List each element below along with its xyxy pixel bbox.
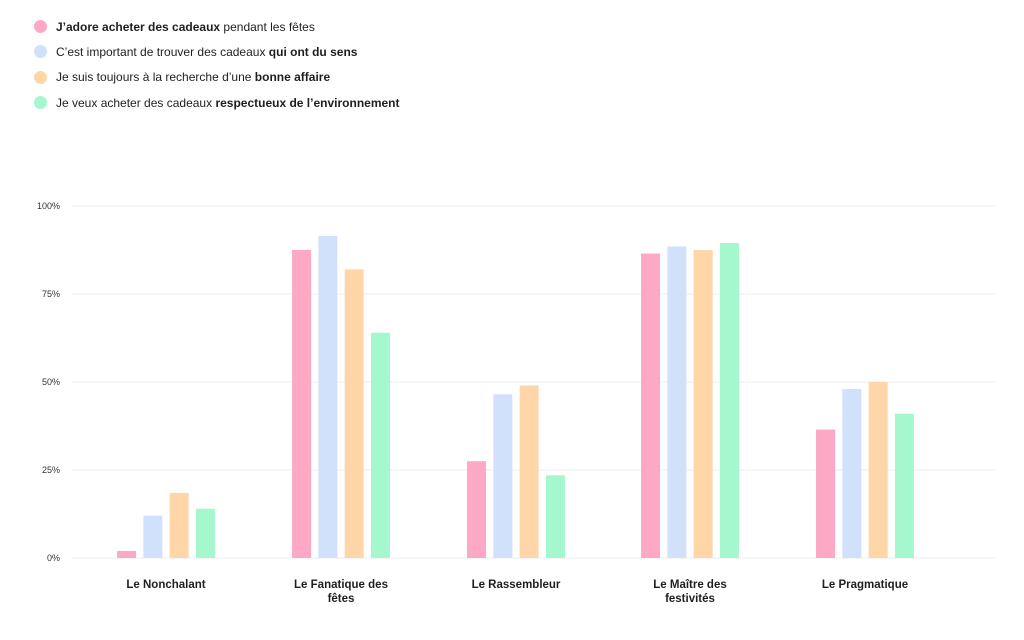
- legend-item: J’adore acheter des cadeaux pendant les …: [34, 14, 400, 39]
- bar: [519, 385, 539, 558]
- bar: [667, 246, 687, 559]
- y-tick-label: 50%: [42, 377, 60, 387]
- bar: [169, 492, 189, 558]
- y-tick-label: 0%: [47, 553, 60, 563]
- legend-label: J’adore acheter des cadeaux pendant les …: [56, 19, 315, 34]
- y-tick-label: 100%: [37, 201, 60, 211]
- legend-item: Je veux acheter des cadeaux respectueux …: [34, 90, 400, 115]
- x-category-label: Le Nonchalant: [126, 579, 205, 591]
- bar: [195, 508, 215, 558]
- legend-item: Je suis toujours à la recherche d’une bo…: [34, 65, 400, 90]
- bar: [143, 515, 163, 558]
- x-category-label: Le Fanatique des fêtes: [294, 579, 388, 605]
- bar: [719, 242, 739, 558]
- bar: [693, 250, 713, 558]
- bar: [318, 235, 338, 559]
- bar: [842, 389, 862, 558]
- x-category-label: Le Rassembleur: [472, 579, 561, 591]
- y-tick-label: 25%: [42, 465, 60, 475]
- bar: [493, 394, 513, 558]
- bar: [370, 332, 390, 558]
- y-tick-label: 75%: [42, 289, 60, 299]
- x-category-label: Le Pragmatique: [822, 579, 908, 591]
- bar: [117, 550, 137, 558]
- legend-label: Je suis toujours à la recherche d’une bo…: [56, 70, 331, 85]
- bar: [545, 475, 565, 558]
- bar: [894, 413, 914, 558]
- legend-label: Je veux acheter des cadeaux respectueux …: [56, 95, 400, 110]
- bar: [816, 429, 836, 558]
- legend-swatch: [34, 96, 47, 110]
- chart-legend: J’adore acheter des cadeaux pendant les …: [34, 14, 400, 115]
- bar: [868, 382, 888, 558]
- legend-swatch: [34, 70, 47, 84]
- bar: [292, 250, 312, 558]
- legend-label: C’est important de trouver des cadeaux q…: [56, 44, 358, 59]
- bar: [344, 269, 364, 558]
- legend-item: C’est important de trouver des cadeaux q…: [34, 39, 400, 64]
- legend-swatch: [34, 20, 47, 34]
- bar: [641, 253, 661, 558]
- bar: [467, 461, 487, 558]
- x-category-label: Le Maître des festivités: [653, 579, 727, 605]
- legend-swatch: [34, 45, 47, 59]
